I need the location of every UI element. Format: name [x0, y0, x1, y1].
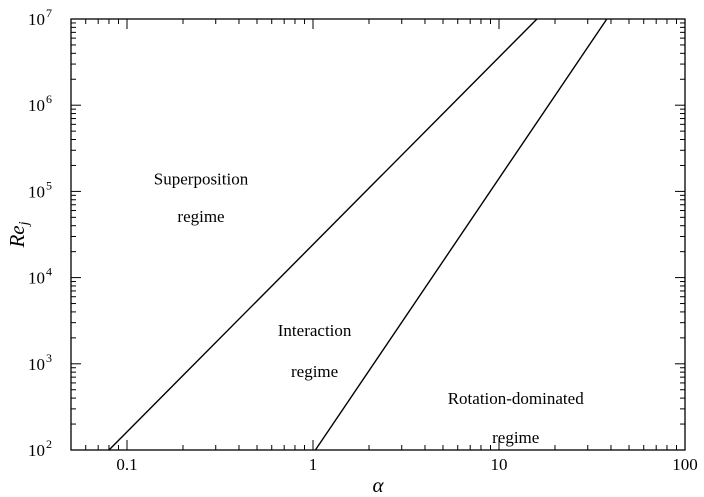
y-tick-label: 10: [28, 441, 45, 460]
boundary-line-2: [314, 18, 608, 451]
x-tick-label: 1: [309, 455, 318, 474]
y-tick-exponent: 2: [46, 437, 52, 451]
x-tick-label: 0.1: [116, 455, 137, 474]
annotation-label: Rotation-dominated: [448, 389, 584, 408]
y-tick-label: 10: [28, 355, 45, 374]
plot-frame: [70, 18, 686, 451]
y-tick-label: 10: [28, 269, 45, 288]
y-tick-exponent: 7: [46, 6, 52, 20]
y-tick-label: 10: [28, 96, 45, 115]
y-tick-exponent: 5: [46, 178, 52, 192]
y-tick-exponent: 4: [46, 265, 52, 279]
y-axis-title-base: Re: [5, 225, 29, 248]
annotation-label: Superposition: [154, 170, 249, 189]
y-axis-title-sub: j: [17, 221, 32, 227]
y-axis-title: Rej: [5, 221, 32, 248]
annotation-label: regime: [291, 362, 338, 381]
y-tick-exponent: 3: [46, 351, 52, 365]
annotation-label: regime: [492, 428, 539, 447]
x-axis-title: α: [372, 473, 384, 497]
annotations: Superposition regime Interaction regime Rota…: [154, 170, 584, 448]
plot-border: [70, 18, 686, 451]
x-tick-label: 10: [490, 455, 507, 474]
y-tick-exponent: 6: [46, 92, 52, 106]
y-tick-label: 10: [28, 182, 45, 201]
series-lines: [108, 18, 608, 451]
y-tick-label: 10: [28, 10, 45, 29]
annotation-label: regime: [177, 207, 224, 226]
annotation-label: Interaction: [278, 321, 352, 340]
boundary-line-1: [108, 18, 538, 451]
axis-ticks: [70, 18, 686, 451]
x-tick-label: 100: [672, 455, 698, 474]
